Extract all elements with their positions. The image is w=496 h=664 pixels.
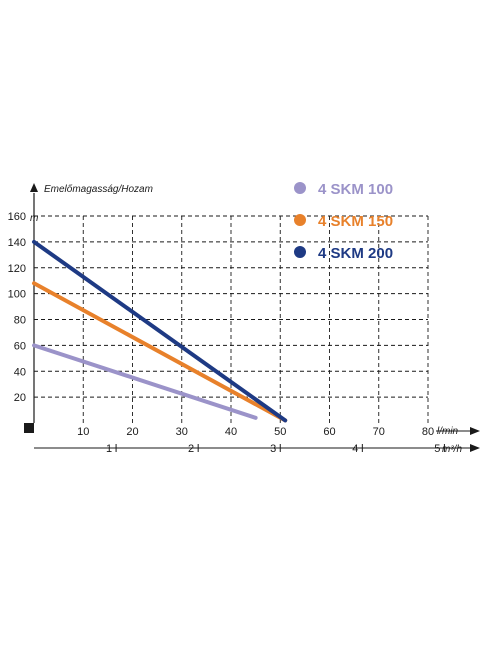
series-line-2 xyxy=(32,281,288,423)
x2-axis-unit: m³/h xyxy=(442,444,462,455)
x-tick-label: 10 xyxy=(77,426,89,438)
x-tick-label: 50 xyxy=(274,426,286,438)
legend-label: 4 SKM 150 xyxy=(318,213,393,230)
y-tick-label: 80 xyxy=(14,315,26,327)
legend-swatch xyxy=(294,182,306,194)
x-tick-label: 60 xyxy=(323,426,335,438)
y-tick-label: 120 xyxy=(8,263,26,275)
x2-tick-label: 3 xyxy=(270,443,276,455)
y-axis-arrow-icon xyxy=(30,183,38,192)
y-tick-label: 140 xyxy=(8,237,26,249)
y-tick-label: 40 xyxy=(14,366,26,378)
x-axis-arrow-icon xyxy=(470,427,480,435)
axes: Emelőmagasság/Hozam m l/min m³/h xyxy=(24,183,480,455)
tick-labels: 20 40 60 80 100 120 140 160 10 20 30 40 50 60 70 80 1 2 3 4… xyxy=(8,211,445,455)
x-tick-label: 80 xyxy=(422,426,434,438)
legend-label: 4 SKM 200 xyxy=(318,245,393,262)
origin-marker xyxy=(24,423,34,433)
x-tick-label: 40 xyxy=(225,426,237,438)
series-line-3 xyxy=(32,239,288,423)
legend: 4 SKM 100 4 SKM 150 4 SKM 200 xyxy=(294,181,393,262)
legend-swatch xyxy=(294,246,306,258)
x2-tick-label: 2 xyxy=(188,443,194,455)
x2-tick-label: 4 xyxy=(352,443,358,455)
x2-tick-label: 5 xyxy=(434,443,440,455)
chart-title: Emelőmagasság/Hozam xyxy=(44,184,153,195)
x2-tick-label: 1 xyxy=(106,443,112,455)
y-tick-label: 160 xyxy=(8,211,26,223)
series xyxy=(32,239,288,423)
legend-swatch xyxy=(294,214,306,226)
y-tick-label: 60 xyxy=(14,340,26,352)
x-axis-unit: l/min xyxy=(437,426,459,437)
x-tick-label: 20 xyxy=(126,426,138,438)
y-axis-unit: m xyxy=(30,213,38,224)
x-tick-label: 70 xyxy=(373,426,385,438)
x-tick-label: 30 xyxy=(176,426,188,438)
y-tick-label: 100 xyxy=(8,289,26,301)
y-tick-label: 20 xyxy=(14,392,26,404)
legend-label: 4 SKM 100 xyxy=(318,181,393,198)
series-line-1 xyxy=(32,343,258,420)
x2-axis-arrow-icon xyxy=(470,444,480,452)
